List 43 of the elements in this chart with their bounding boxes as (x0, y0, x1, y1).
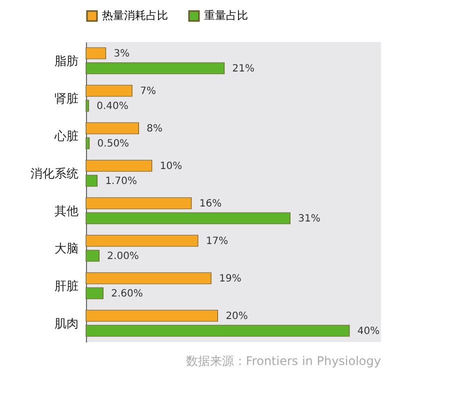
source-note: 数据来源：Frontiers in Physiology (186, 354, 381, 368)
bar (86, 272, 212, 284)
bar (86, 197, 192, 210)
data-label: 40% (357, 326, 380, 337)
data-label: 0.50% (97, 138, 130, 150)
data-label: 21% (232, 63, 255, 74)
bar (86, 160, 152, 172)
y-tick-label: 肾脏 (54, 91, 78, 106)
y-tick-label: 大脑 (54, 241, 78, 256)
data-label: 31% (298, 213, 320, 224)
data-label: 17% (206, 236, 228, 247)
y-tick-label: 消化系统 (30, 166, 78, 180)
data-label: 10% (160, 160, 182, 172)
data-label: 20% (226, 310, 248, 322)
data-label: 19% (219, 273, 242, 284)
data-label: 2.00% (107, 250, 139, 262)
bar (86, 324, 350, 337)
data-label: 7% (140, 86, 156, 97)
data-label: 8% (146, 123, 163, 134)
data-label: 0.40% (96, 100, 128, 112)
bar (86, 122, 139, 134)
legend-label: 热量消耗占比 (102, 9, 168, 22)
bar (86, 137, 90, 150)
bar (86, 174, 98, 187)
y-tick-label: 心脏 (54, 128, 78, 143)
y-tick-label: 其他 (54, 204, 78, 218)
bar (86, 47, 106, 60)
bar (86, 287, 104, 300)
bar (86, 250, 100, 262)
bar (86, 234, 198, 247)
legend-label: 重量占比 (204, 9, 248, 22)
data-label: 2.60% (111, 288, 143, 300)
bar (86, 84, 132, 97)
data-label: 16% (199, 198, 222, 210)
bar (86, 62, 225, 74)
bar (86, 100, 89, 112)
data-label: 1.70% (105, 176, 137, 187)
data-label: 3% (114, 48, 130, 60)
y-tick-label: 脂肪 (54, 54, 78, 68)
bar (86, 212, 290, 224)
y-tick-label: 肌肉 (54, 316, 78, 330)
bar (86, 310, 218, 322)
y-tick-label: 肝脏 (54, 278, 78, 293)
